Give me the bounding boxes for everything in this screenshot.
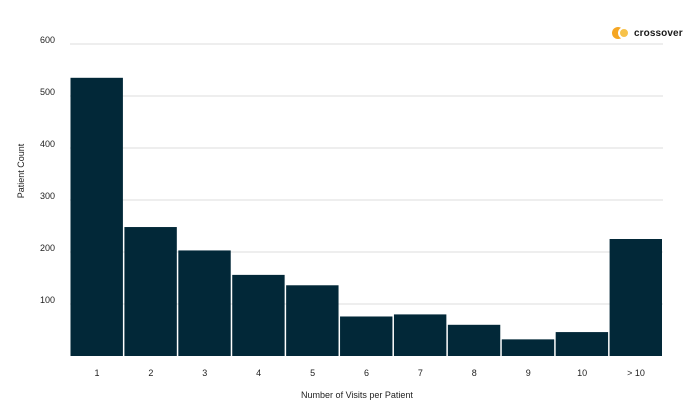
x-tick-label: 2: [148, 368, 153, 378]
bar-3: [178, 250, 231, 356]
x-tick-label: 1: [94, 368, 99, 378]
bar-11: [609, 239, 662, 356]
x-tick-label: 4: [256, 368, 261, 378]
y-tick-label: 200: [40, 243, 55, 253]
y-tick-label: 500: [40, 87, 55, 97]
brand-logo: crossover: [612, 25, 683, 41]
y-tick-label: 300: [40, 191, 55, 201]
bar-1: [70, 77, 123, 357]
x-tick-label: 10: [577, 368, 587, 378]
x-tick-label: 9: [526, 368, 531, 378]
y-axis-title: Patient Count: [16, 143, 26, 198]
x-tick-label: 6: [364, 368, 369, 378]
x-axis-title: Number of Visits per Patient: [301, 390, 413, 400]
brand-name: crossover: [634, 27, 683, 39]
x-tick-label: 7: [418, 368, 423, 378]
x-tick-label: 3: [202, 368, 207, 378]
x-axis-tick-labels: 1 2 3 4 5 6 7 8 9 10 > 10: [94, 368, 644, 378]
y-tick-label: 100: [40, 295, 55, 305]
bar-4: [232, 274, 285, 356]
crossover-logo-icon: [612, 27, 630, 39]
x-tick-label: 8: [472, 368, 477, 378]
bar-2: [124, 227, 177, 356]
bar-10: [555, 332, 609, 356]
bars: [70, 77, 662, 357]
bar-5: [286, 285, 339, 356]
y-tick-label: 400: [40, 139, 55, 149]
x-tick-label: 5: [310, 368, 315, 378]
bar-6: [340, 316, 393, 356]
bar-9: [501, 339, 555, 356]
bar-8: [447, 324, 501, 356]
bar-7: [393, 314, 447, 356]
y-tick-label: 600: [40, 35, 55, 45]
x-tick-label: > 10: [627, 368, 645, 378]
y-axis-tick-labels: 100 200 300 400 500 600: [40, 35, 55, 305]
